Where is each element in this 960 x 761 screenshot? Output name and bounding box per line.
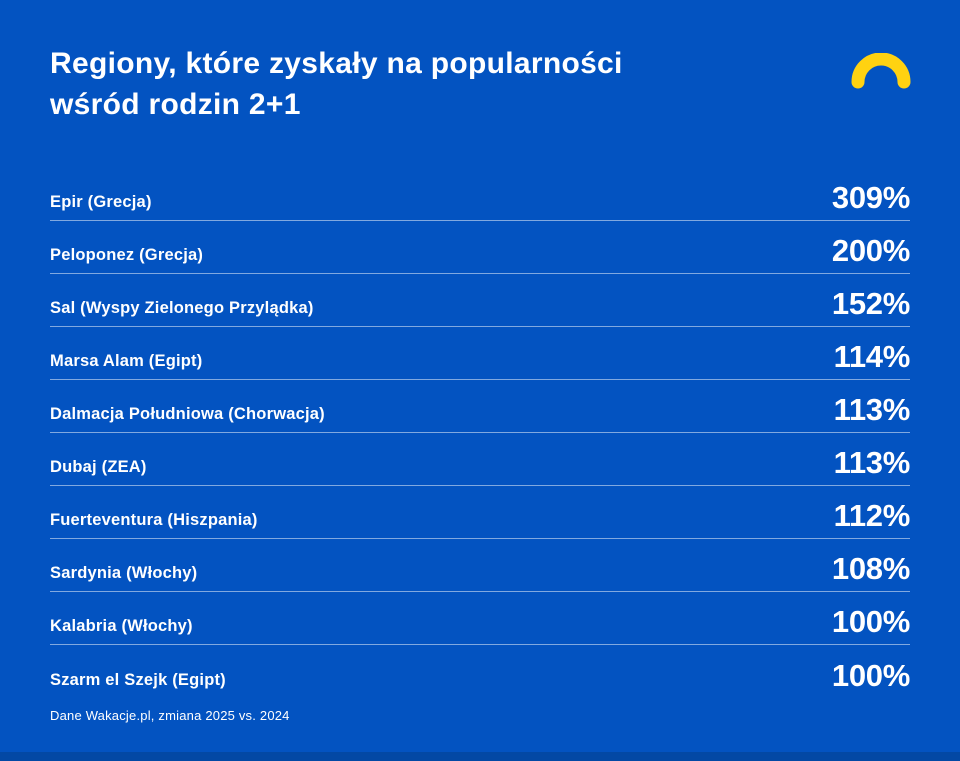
region-label: Kalabria (Włochy) xyxy=(50,617,193,635)
table-row: Sardynia (Włochy) 108% xyxy=(50,539,910,592)
table-row: Fuerteventura (Hiszpania) 112% xyxy=(50,486,910,539)
region-label: Marsa Alam (Egipt) xyxy=(50,352,203,370)
region-label: Epir (Grecja) xyxy=(50,193,152,211)
table-row: Sal (Wyspy Zielonego Przylądka) 152% xyxy=(50,274,910,327)
growth-value: 113% xyxy=(833,445,911,480)
region-label: Dalmacja Południowa (Chorwacja) xyxy=(50,405,325,423)
growth-value: 113% xyxy=(833,392,911,427)
region-label: Sal (Wyspy Zielonego Przylądka) xyxy=(50,299,314,317)
page-title-line1: Regiony, które zyskały na popularności xyxy=(50,47,623,80)
table-row: Marsa Alam (Egipt) 114% xyxy=(50,327,910,380)
growth-value: 200% xyxy=(831,233,910,268)
table-row: Dubaj (ZEA) 113% xyxy=(50,433,910,486)
table-row: Dalmacja Południowa (Chorwacja) 113% xyxy=(50,380,910,433)
growth-value: 100% xyxy=(831,604,910,639)
growth-value: 152% xyxy=(831,286,910,321)
wakacje-arc-logo-icon xyxy=(851,53,911,89)
region-label: Szarm el Szejk (Egipt) xyxy=(50,671,226,689)
table-row: Epir (Grecja) 309% xyxy=(50,168,910,221)
page-title-line2: wśród rodzin 2+1 xyxy=(50,88,301,121)
region-label: Fuerteventura (Hiszpania) xyxy=(50,511,258,529)
table-row: Peloponez (Grecja) 200% xyxy=(50,221,910,274)
source-note: Dane Wakacje.pl, zmiana 2025 vs. 2024 xyxy=(50,708,290,723)
growth-value: 108% xyxy=(831,551,910,586)
region-label: Sardynia (Włochy) xyxy=(50,564,198,582)
region-label: Dubaj (ZEA) xyxy=(50,458,147,476)
growth-value: 112% xyxy=(833,498,911,533)
ranking-table: Epir (Grecja) 309% Peloponez (Grecja) 200% S… xyxy=(50,168,910,698)
table-row: Szarm el Szejk (Egipt) 100% xyxy=(50,645,910,698)
growth-value: 309% xyxy=(831,180,910,215)
growth-value: 100% xyxy=(831,658,910,693)
region-label: Peloponez (Grecja) xyxy=(50,246,204,264)
table-row: Kalabria (Włochy) 100% xyxy=(50,592,910,645)
growth-value: 114% xyxy=(833,339,911,374)
page-title: Regiony, które zyskały na popularności w… xyxy=(50,43,623,125)
bottom-accent-bar xyxy=(0,752,960,761)
